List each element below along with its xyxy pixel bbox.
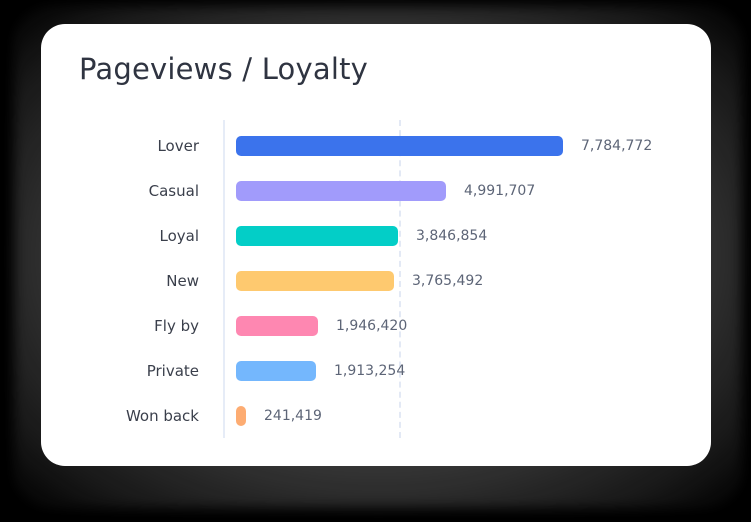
- y-axis-line: [223, 120, 225, 438]
- bar-row: Fly by 1,946,420: [41, 315, 711, 337]
- value-label: 1,913,254: [334, 363, 406, 379]
- bar[interactable]: [236, 316, 318, 336]
- category-label: Casual: [148, 182, 199, 200]
- bar[interactable]: [236, 136, 563, 156]
- category-label: Lover: [157, 137, 199, 155]
- bar-row: New 3,765,492: [41, 270, 711, 292]
- bar-row: Loyal 3,846,854: [41, 225, 711, 247]
- value-label: 1,946,420: [336, 318, 408, 334]
- value-label: 4,991,707: [464, 183, 536, 199]
- category-label: Won back: [125, 407, 199, 425]
- value-label: 241,419: [264, 408, 322, 424]
- value-label: 3,846,854: [416, 228, 488, 244]
- chart-card: Pageviews / Loyalty Lover 7,784,772 Casual…: [41, 24, 711, 466]
- bar[interactable]: [236, 406, 246, 426]
- bar-row: Private 1,913,254: [41, 360, 711, 382]
- value-label: 7,784,772: [581, 138, 653, 154]
- category-label: New: [166, 272, 199, 290]
- bar-row: Won back 241,419: [41, 405, 711, 427]
- category-label: Fly by: [154, 317, 199, 335]
- reference-grid-line: [399, 120, 401, 438]
- bar[interactable]: [236, 181, 446, 201]
- category-label: Loyal: [159, 227, 199, 245]
- bar[interactable]: [236, 271, 394, 291]
- bar-row: Lover 7,784,772: [41, 135, 711, 157]
- bar-row: Casual 4,991,707: [41, 180, 711, 202]
- chart-title: Pageviews / Loyalty: [79, 52, 369, 86]
- category-label: Private: [146, 362, 199, 380]
- bar[interactable]: [236, 361, 316, 381]
- bar[interactable]: [236, 226, 398, 246]
- value-label: 3,765,492: [412, 273, 484, 289]
